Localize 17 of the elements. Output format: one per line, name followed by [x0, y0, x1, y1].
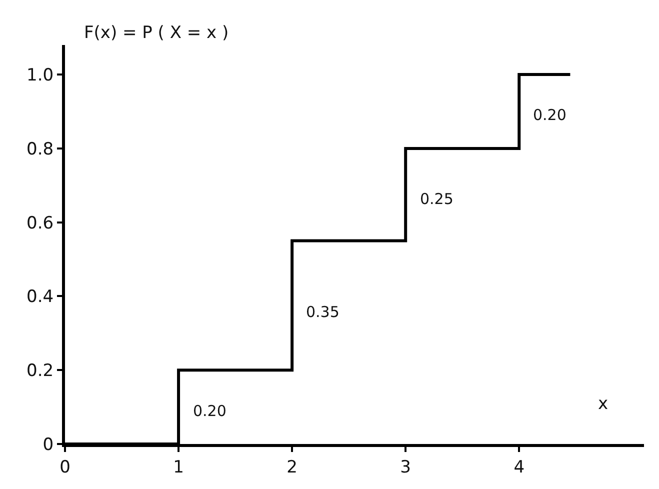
y-tick-label: 1.0	[26, 66, 54, 86]
y-tick-label: 0.8	[26, 139, 54, 160]
x-tick-label: 0	[60, 457, 70, 478]
x-tick-label: 3	[400, 457, 412, 478]
annotation: 0.20	[533, 106, 566, 124]
x-tick-label: 1	[173, 457, 184, 478]
y-tick-label: 0.4	[26, 287, 54, 308]
annotation: 0.25	[420, 190, 454, 208]
y-tick-label: 0.2	[26, 361, 54, 382]
y-tick-label: 0.6	[26, 213, 54, 234]
x-tick-label: 2	[286, 457, 298, 478]
y-tick-label: 0	[42, 434, 54, 455]
x-axis-title: x	[598, 394, 608, 414]
y-axis-title: F(x) = P ( X = x )	[84, 23, 229, 43]
annotation: 0.20	[193, 402, 226, 420]
annotation: 0.35	[306, 303, 340, 321]
x-tick-label: 4	[514, 457, 525, 478]
